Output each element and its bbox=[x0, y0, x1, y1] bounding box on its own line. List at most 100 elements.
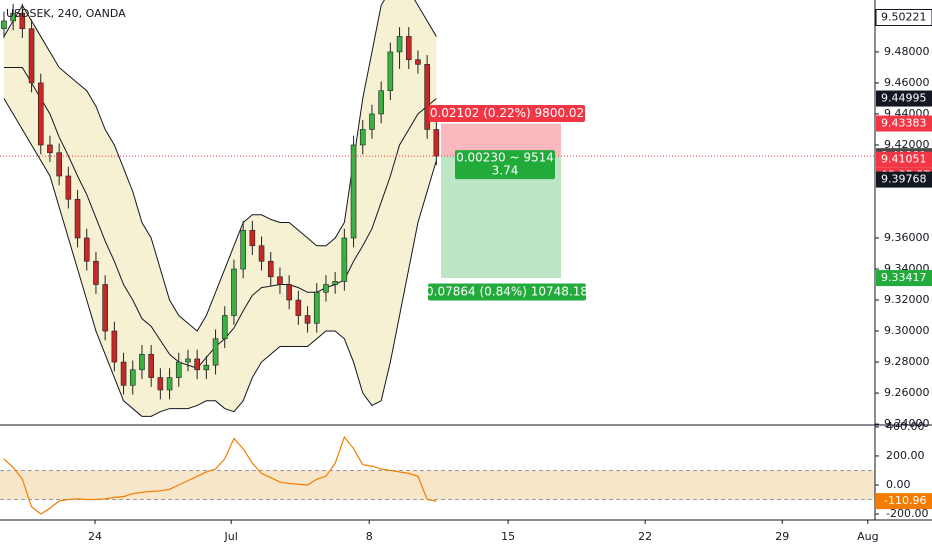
band-lower bbox=[3, 98, 437, 417]
position-label-box bbox=[428, 283, 586, 301]
candle-body bbox=[433, 129, 440, 157]
y-tick-label: 400.00 bbox=[886, 420, 925, 433]
price-label: 9.39768 bbox=[881, 173, 927, 186]
candle-body bbox=[175, 361, 182, 378]
last-value-label: -110.96 bbox=[884, 494, 926, 507]
position-label: 0.07864 (0.84%) 10748.18 bbox=[426, 285, 588, 299]
last-value-box bbox=[876, 493, 932, 510]
candle-body bbox=[1, 20, 7, 29]
position-label: 0.00230 ~ 9514 bbox=[456, 151, 554, 165]
candle-body bbox=[194, 358, 200, 371]
candle-body bbox=[74, 198, 81, 239]
indicator-pane bbox=[0, 435, 875, 515]
candle-body bbox=[185, 358, 191, 363]
candle-body bbox=[359, 129, 366, 146]
price-label: 9.33417 bbox=[881, 271, 927, 284]
y-tick-label: -200.00 bbox=[886, 507, 928, 520]
candle-body bbox=[221, 315, 228, 340]
candle-body bbox=[120, 361, 127, 386]
x-tick-label: 8 bbox=[366, 530, 373, 543]
y-tick-label: 9.32000 bbox=[884, 293, 930, 306]
candle-body bbox=[28, 28, 35, 84]
chart-title: USDSEK, 240, OANDA bbox=[6, 7, 126, 20]
candle-body bbox=[249, 229, 256, 247]
x-tick-label: 15 bbox=[501, 530, 515, 543]
candle-body bbox=[369, 113, 375, 130]
x-tick-label: 29 bbox=[775, 530, 789, 543]
candle-body bbox=[111, 330, 118, 363]
candle-body bbox=[231, 268, 237, 316]
price-label-box bbox=[875, 9, 932, 27]
candle-body bbox=[332, 281, 338, 285]
candle-body bbox=[56, 152, 62, 177]
candle-body bbox=[19, 12, 26, 29]
candle-body bbox=[304, 315, 311, 324]
candle-body bbox=[93, 260, 99, 285]
candle-body bbox=[37, 82, 44, 146]
candle-body bbox=[166, 377, 173, 391]
price-label: 9.50221 bbox=[881, 11, 927, 24]
candle-body bbox=[139, 353, 145, 371]
band-middle bbox=[3, 66, 437, 369]
candle-body bbox=[148, 353, 154, 378]
price-pane: 0.02102 (0.22%) 9800.02 0.07864 (0.84%) 1… bbox=[0, 0, 875, 417]
x-tick-label: 22 bbox=[638, 530, 652, 543]
position-label-box bbox=[455, 150, 555, 180]
y-tick-label: 9.46000 bbox=[884, 76, 930, 89]
price-label-box bbox=[876, 171, 932, 188]
candle-body bbox=[267, 260, 274, 278]
y-tick-label: 200.00 bbox=[886, 449, 925, 462]
candle-body bbox=[295, 299, 302, 316]
x-tick-label: Aug bbox=[857, 530, 878, 543]
price-label-box bbox=[876, 115, 932, 132]
candle-body bbox=[415, 59, 421, 65]
candle-body bbox=[387, 51, 394, 92]
candle-body bbox=[378, 90, 384, 115]
cci-band bbox=[0, 470, 875, 500]
candle-body bbox=[129, 369, 136, 386]
candle-body bbox=[10, 12, 16, 22]
cci-line bbox=[3, 435, 437, 515]
candle-body bbox=[313, 291, 320, 324]
candle-body bbox=[65, 175, 72, 200]
candle-body bbox=[396, 36, 403, 53]
band-fill bbox=[3, 0, 437, 417]
price-label-box bbox=[876, 151, 932, 168]
y-tick-label: 9.26000 bbox=[884, 386, 930, 399]
y-tick-label: 9.48000 bbox=[884, 45, 930, 58]
x-tick-label: 24 bbox=[88, 530, 102, 543]
candle-body bbox=[47, 144, 53, 154]
candle-body bbox=[203, 364, 210, 371]
candle-body bbox=[323, 284, 329, 293]
price-label: 9.44995 bbox=[881, 92, 927, 105]
candle-body bbox=[405, 36, 412, 60]
y-tick-label: 9.36000 bbox=[884, 231, 930, 244]
candle-body bbox=[240, 229, 246, 270]
position-label: 3.74 bbox=[492, 164, 519, 178]
candle-body bbox=[277, 276, 283, 285]
price-label: 9.43383 bbox=[881, 117, 927, 130]
candle-body bbox=[350, 144, 357, 239]
price-label-box bbox=[876, 270, 932, 287]
price-label: 9.41051 bbox=[881, 153, 927, 166]
price-label-box bbox=[876, 90, 932, 107]
y-tick-label: 9.28000 bbox=[884, 355, 930, 368]
band-upper bbox=[3, 0, 437, 332]
candle-body bbox=[424, 64, 430, 130]
candle-body bbox=[258, 245, 265, 262]
position-label: 0.02102 (0.22%) 9800.02 bbox=[430, 106, 584, 120]
y-tick-label: 9.30000 bbox=[884, 324, 930, 337]
candle-body bbox=[83, 237, 90, 262]
y-tick-label: 0.00 bbox=[886, 478, 911, 491]
candle-body bbox=[212, 338, 219, 366]
y-tick-label: 9.42000 bbox=[884, 138, 930, 151]
candle-body bbox=[341, 237, 348, 282]
candle-body bbox=[102, 284, 108, 332]
position-label-box bbox=[429, 105, 585, 123]
y-tick-label: 9.24000 bbox=[884, 417, 930, 430]
x-tick-label: Jul bbox=[224, 530, 238, 543]
candle-body bbox=[286, 284, 292, 301]
candle-body bbox=[157, 377, 164, 391]
